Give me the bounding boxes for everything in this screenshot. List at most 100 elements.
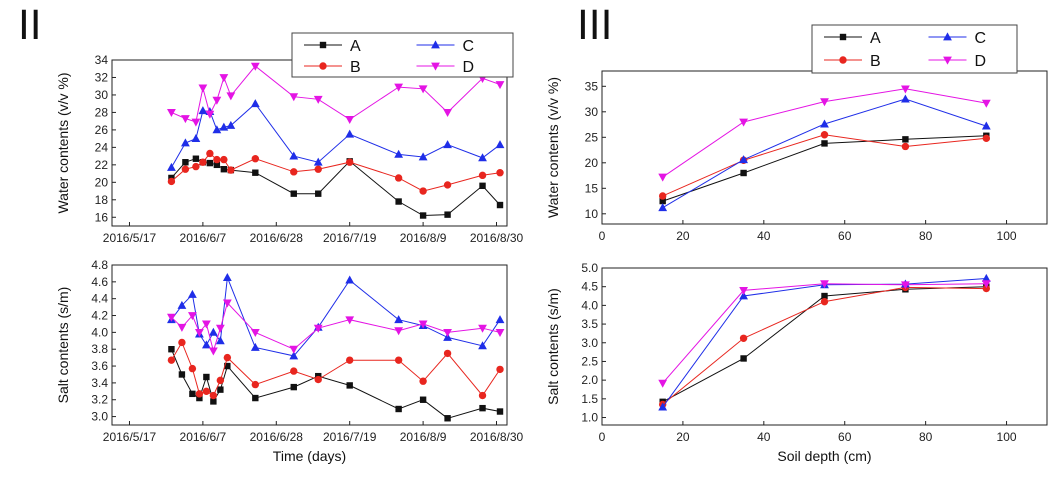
- data-point-D: [820, 280, 829, 289]
- data-point-C: [418, 152, 428, 161]
- data-point-C: [495, 315, 505, 324]
- y-tick-label: 20: [585, 156, 599, 170]
- y-tick-label: 15: [585, 181, 599, 195]
- x-tick-label: 0: [599, 430, 606, 444]
- y-tick-label: 3.8: [91, 342, 108, 356]
- data-point-A: [196, 394, 203, 402]
- data-point-B: [314, 165, 322, 173]
- data-point-A: [821, 140, 828, 147]
- x-tick-label: 20: [676, 229, 690, 243]
- data-point-B: [178, 338, 186, 347]
- data-point-C: [215, 336, 225, 345]
- data-point-D: [394, 83, 404, 92]
- x-tick-label: 2016/8/9: [400, 430, 447, 444]
- data-point-C: [226, 120, 236, 129]
- series-C: [658, 94, 991, 212]
- data-point-D: [443, 328, 452, 337]
- data-point-A: [740, 169, 747, 177]
- legend: AB CD: [291, 32, 514, 78]
- y-tick-label: 24: [95, 140, 109, 154]
- data-point-A: [659, 197, 666, 205]
- x-axis-label: Soil depth (cm): [777, 448, 871, 464]
- data-point-A: [315, 190, 322, 197]
- chart-4: 1.0 1.5 2.0 2.5 3.0 3.5 4.0 4.5 5.0 0 20 40 60 80 100 S…: [545, 261, 1048, 464]
- x-axis-label: Time (days): [273, 448, 346, 464]
- data-point-C: [394, 149, 404, 158]
- data-point-B: [820, 131, 829, 139]
- data-point-A: [217, 386, 224, 393]
- data-point-C: [478, 153, 487, 162]
- data-point-C: [981, 121, 991, 130]
- data-point-D: [215, 324, 225, 333]
- data-point-C: [289, 351, 299, 360]
- data-point-C: [478, 341, 487, 350]
- series-C: [167, 273, 505, 360]
- legend-label-A: A: [870, 30, 881, 47]
- legend-label-C: C: [975, 30, 987, 47]
- data-point-C: [313, 157, 323, 166]
- data-point-C: [901, 94, 910, 103]
- data-point-D: [222, 299, 232, 308]
- panel-label-iii: III: [577, 3, 613, 49]
- data-point-A: [182, 159, 189, 166]
- y-tick-label: 4.6: [91, 275, 108, 289]
- data-point-D: [198, 84, 208, 93]
- data-point-D: [394, 327, 404, 336]
- data-point-D: [201, 320, 211, 329]
- x-tick-label: 2016/8/30: [470, 231, 524, 245]
- data-point-A: [213, 161, 221, 169]
- y-tick-label: 35: [585, 79, 599, 93]
- y-tick-label: 2.0: [581, 373, 598, 387]
- data-point-D: [167, 313, 176, 322]
- data-point-C: [345, 275, 355, 284]
- data-point-A: [192, 155, 200, 162]
- y-tick-label: 10: [585, 207, 599, 221]
- data-point-D: [194, 328, 204, 337]
- x-tick-label: 2016/7/19: [323, 231, 377, 245]
- x-tick-label: 2016/6/28: [250, 430, 304, 444]
- data-point-B: [167, 177, 176, 186]
- legend-label-D: D: [975, 53, 987, 70]
- data-point-B: [167, 356, 176, 364]
- x-tick-label: 40: [757, 229, 771, 243]
- data-point-C: [658, 402, 668, 411]
- x-tick-label: 2016/6/7: [180, 231, 227, 245]
- legend-label-C: C: [463, 38, 475, 55]
- y-tick-label: 4.0: [581, 298, 598, 312]
- data-point-B: [496, 169, 504, 177]
- legend-label-B: B: [350, 59, 361, 76]
- legend-marker-C: [431, 40, 440, 49]
- x-tick-label: 40: [757, 430, 771, 444]
- data-point-C: [167, 162, 176, 171]
- data-point-B: [345, 356, 354, 364]
- data-point-B: [419, 187, 427, 195]
- data-point-A: [395, 405, 402, 413]
- y-tick-label: 18: [95, 193, 109, 207]
- data-point-A: [210, 398, 217, 405]
- y-tick-label: 4.4: [91, 292, 108, 306]
- data-point-D: [208, 347, 218, 356]
- data-point-D: [981, 280, 991, 289]
- data-point-B: [394, 356, 403, 364]
- series-C: [167, 99, 505, 171]
- data-point-B: [982, 284, 991, 293]
- data-point-B: [419, 377, 427, 385]
- data-point-A: [189, 390, 196, 398]
- data-point-C: [191, 134, 201, 143]
- data-point-D: [478, 324, 487, 333]
- plot-frame: [111, 264, 508, 426]
- x-tick-label: 2016/6/28: [250, 231, 304, 245]
- data-point-B: [251, 155, 260, 163]
- data-point-A: [252, 169, 259, 176]
- data-point-C: [345, 129, 355, 138]
- y-tick-label: 4.2: [91, 309, 108, 323]
- data-point-B: [209, 391, 218, 400]
- legend: AB CD: [811, 24, 1018, 74]
- y-tick-label: 3.5: [581, 317, 598, 331]
- data-point-C: [495, 140, 505, 149]
- legend-marker-B: [839, 56, 847, 64]
- x-tick-label: 2016/5/17: [103, 231, 157, 245]
- legend-marker-C: [943, 32, 952, 41]
- y-tick-label: 3.4: [91, 376, 108, 390]
- data-point-D: [181, 115, 190, 124]
